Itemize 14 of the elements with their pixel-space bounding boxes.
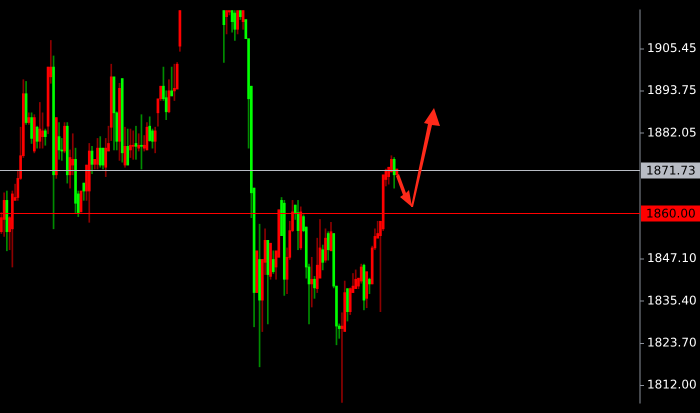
ref-line-label: 1871.73 <box>646 164 696 178</box>
y-tick-label: 1835.40 <box>647 293 697 308</box>
candlestick <box>134 126 138 160</box>
y-tick-label: 1847.10 <box>647 251 697 266</box>
y-tick-label: 1882.05 <box>647 125 697 140</box>
y-tick-label: 1812.00 <box>647 378 697 392</box>
candlestick <box>140 114 143 170</box>
candlestick <box>41 112 44 148</box>
y-tick-label: 1905.45 <box>647 41 697 56</box>
y-tick-label: 1893.75 <box>647 83 697 98</box>
y-tick-label: 1823.70 <box>647 335 697 350</box>
candlestick <box>129 128 132 158</box>
ref-line-label: 1860.00 <box>646 206 696 221</box>
candlestick <box>173 64 176 101</box>
